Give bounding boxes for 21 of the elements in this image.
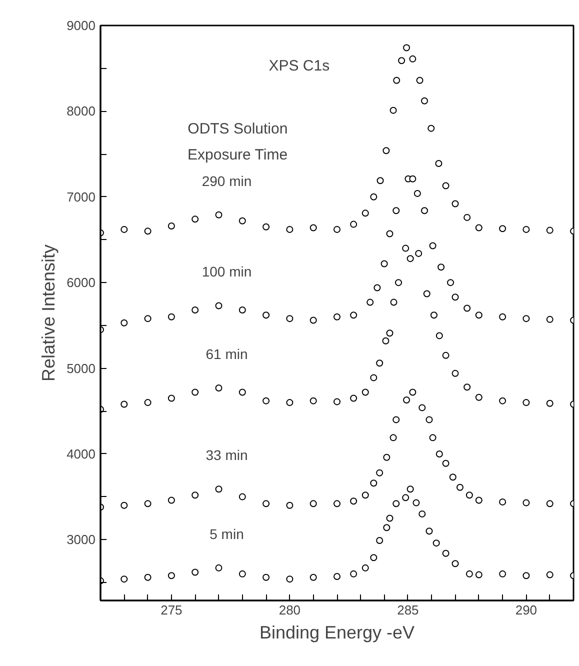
x-tick-label: 290 — [515, 602, 538, 618]
annotation: XPS C1s — [268, 57, 330, 74]
x-tick-label: 280 — [278, 602, 301, 618]
text: 290 min — [202, 172, 252, 189]
y-tick-label: 9000 — [66, 18, 96, 33]
y-tick-label: 3000 — [66, 532, 96, 548]
y-tick-label: 7000 — [66, 189, 96, 204]
text: 100 min — [202, 264, 252, 280]
y-tick-label: 8000 — [66, 104, 96, 119]
y-tick-label: 5000 — [66, 360, 96, 376]
annotation: Exposure Time — [188, 146, 288, 164]
x-tick-label: 275 — [160, 602, 182, 618]
y-tick-label: 6000 — [66, 275, 96, 290]
x-axis-title: Binding Energy -eV — [259, 622, 415, 642]
series-label: 61 min — [206, 346, 248, 362]
y-tick-label: 4000 — [66, 446, 96, 462]
series-label: 5 min — [210, 526, 244, 542]
x-tick-label: 285 — [397, 602, 419, 618]
series-label: 33 min — [206, 447, 248, 464]
y-axis-title: Relative Intensity — [38, 244, 59, 382]
annotation: ODTS Solution — [188, 120, 288, 138]
